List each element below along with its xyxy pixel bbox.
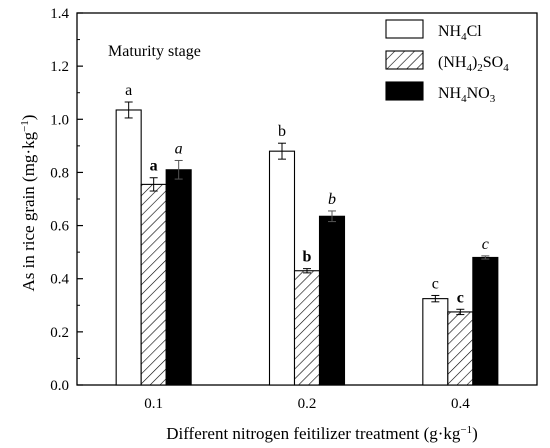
significance-label: c [432,275,439,292]
y-tick-label: 1.2 [50,59,69,75]
bar-nh4cl-0.1 [115,109,142,386]
y-tick-label: 0.8 [50,165,69,181]
legend-text-part: NH [438,85,462,102]
legend-text-part: 2 [477,62,483,74]
y-axis-title: As in rice grain (mg·kg−1) [19,115,38,292]
significance-label: c [482,236,489,253]
bar-nh4cl-0.2 [268,150,296,386]
legend-text-part: NH [438,23,462,40]
bar-nh4no3-0.4 [472,256,499,386]
legend-text-part: ) [472,54,477,71]
x-tick-label: 0.2 [298,396,317,412]
legend-text-part: SO [483,54,503,71]
y-tick-label: 1.4 [50,6,69,22]
y-tick-label: 0.0 [50,378,69,394]
bar-nh4no3-0.2 [318,215,346,386]
legend-text-part: 3 [490,93,496,105]
bar-nh42so4-0.1 [140,183,167,386]
bar-nh4cl-0.4 [422,298,449,386]
x-tick-label: 0.4 [451,396,470,412]
legend-text-part: 4 [466,62,472,74]
legend-swatch-nh42so4 [385,50,424,70]
plot-area: 0.00.20.40.60.81.01.21.40.1aaa0.2bbb0.4c… [50,6,538,412]
significance-label: b [278,123,286,140]
bar-nh42so4-0.4 [447,311,474,386]
legend-label-nh42so4: (NH4)2SO4 [438,54,509,74]
legend-swatch-nh4no3 [385,81,424,101]
legend-text-part: (NH [438,54,467,71]
significance-label: c [457,289,464,306]
bar-nh42so4-0.2 [293,270,321,386]
legend-label-nh4no3: NH4NO3 [438,85,496,105]
legend-swatch-nh4cl [385,19,424,39]
x-axis-title: Different nitrogen feitilizer treatment … [166,424,478,443]
y-tick-label: 0.2 [50,325,69,341]
svg-text:As in rice grain (mg·kg−1): As in rice grain (mg·kg−1) [19,115,38,292]
legend-text-part: NO [467,85,490,102]
significance-label: b [303,249,312,266]
significance-label: a [150,158,158,175]
significance-label: a [175,140,183,157]
legend-text-part: 4 [461,31,467,43]
svg-text:Different nitrogen feitilizer: Different nitrogen feitilizer treatment … [166,424,478,443]
legend-label-nh4cl: NH4Cl [438,23,482,43]
legend-text-part: Cl [467,23,483,40]
y-tick-label: 0.6 [50,219,69,235]
legend-text-part: 4 [461,93,467,105]
y-tick-label: 0.4 [50,272,69,288]
y-tick-label: 1.0 [50,112,69,128]
legend-text-part: 4 [503,62,509,74]
x-tick-label: 0.1 [144,396,163,412]
bar-nh4no3-0.1 [165,169,192,386]
significance-label: a [125,82,132,99]
significance-label: b [328,191,336,208]
stage-annotation: Maturity stage [108,43,201,60]
